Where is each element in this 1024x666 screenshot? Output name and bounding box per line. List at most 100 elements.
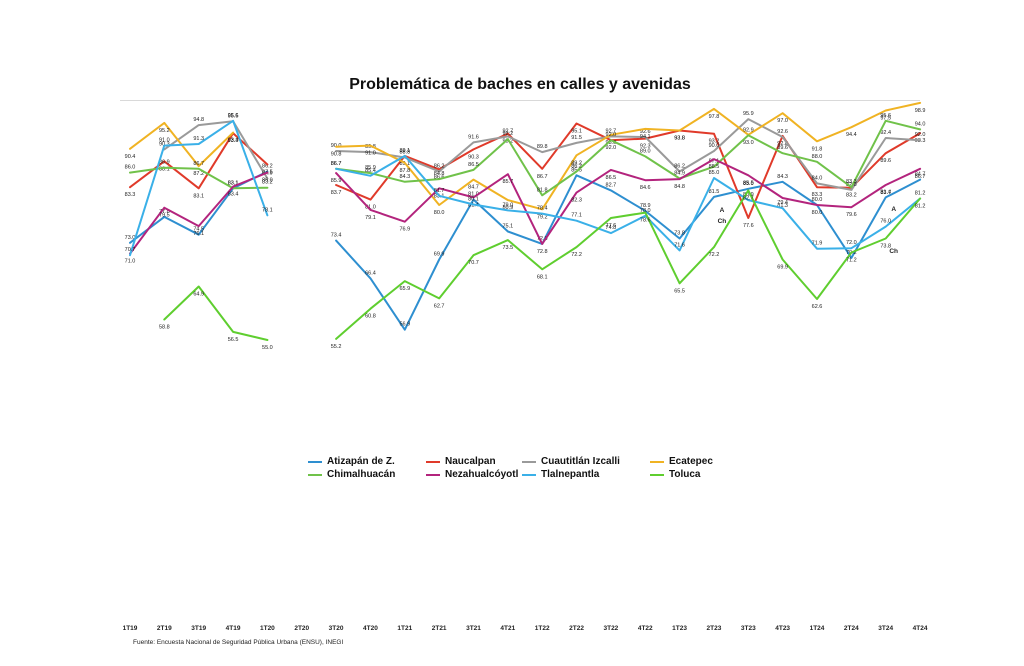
data-label: 83.7 (880, 190, 891, 196)
data-label: 92.3 (640, 144, 651, 150)
data-point (438, 170, 440, 173)
data-label: 86.7 (193, 161, 204, 167)
data-point (507, 209, 509, 211)
data-label: 84.7 (468, 185, 479, 191)
data-label: 92.7 (606, 128, 617, 134)
data-label: 85.9 (331, 178, 342, 184)
data-label: 83.2 (846, 193, 857, 199)
data-point (713, 246, 715, 248)
x-tick-label: 2T23 (707, 625, 722, 632)
data-label: 64.9 (193, 292, 204, 298)
data-label: 95.2 (159, 128, 170, 134)
data-point (507, 133, 509, 135)
legend-swatch (650, 473, 664, 476)
data-label: 85.9 (365, 165, 376, 171)
data-label: 79.2 (537, 214, 548, 220)
data-label: 80.9 (743, 192, 754, 198)
data-label: 62.6 (812, 304, 823, 310)
data-label: 55.0 (262, 345, 273, 351)
data-label: 85.4 (365, 168, 376, 174)
data-point (232, 120, 234, 122)
data-point (198, 285, 200, 288)
data-label: 68.1 (537, 274, 548, 280)
data-label: 75.1 (502, 223, 513, 229)
data-label: 76.0 (880, 219, 891, 225)
data-point (266, 339, 268, 341)
data-point (163, 216, 165, 218)
data-point (575, 246, 578, 248)
data-point (507, 173, 509, 175)
data-point (644, 179, 646, 181)
data-label: 82.7 (606, 182, 617, 188)
legend-label: Atizapán de Z. (327, 456, 395, 467)
data-point (610, 169, 612, 171)
x-tick-label: 1T20 (260, 625, 275, 632)
data-point (541, 151, 543, 153)
data-point (747, 188, 749, 190)
source-note: Fuente: Encuesta Nacional de Seguridad P… (133, 639, 344, 646)
data-label: 92.4 (880, 130, 891, 136)
data-point (266, 163, 268, 166)
series-line (129, 158, 922, 255)
data-point (335, 184, 337, 186)
data-point (919, 139, 921, 141)
data-label: 86.7 (331, 161, 342, 167)
data-point (438, 258, 440, 261)
data-label: 55.2 (331, 344, 342, 350)
x-tick-label: 4T19 (226, 625, 241, 632)
data-point (198, 124, 200, 126)
data-label: 87.1 (709, 159, 720, 165)
data-label: 92.6 (777, 129, 788, 135)
data-label: 93.8 (674, 135, 685, 141)
data-point (472, 169, 475, 171)
data-point (404, 221, 406, 223)
series-naucalpan: 83.388.183.193.387.583.781.089.186.690.3… (125, 122, 925, 229)
data-label: 73.0 (125, 235, 136, 241)
data-label: 98.9 (915, 108, 926, 114)
data-label: 86.0 (125, 165, 136, 171)
x-tick-label: 3T22 (603, 625, 618, 632)
legend-label: Chimalhuacán (327, 469, 396, 480)
legend-swatch (426, 473, 440, 476)
data-label: 85.7 (502, 179, 513, 185)
data-point (129, 242, 131, 244)
data-label: 86.9 (159, 160, 170, 166)
data-point (679, 282, 681, 284)
data-point (919, 132, 921, 134)
data-label: 82.3 (571, 198, 582, 204)
data-point (404, 329, 406, 331)
data-point (575, 122, 578, 125)
data-point (163, 145, 165, 147)
data-point (782, 207, 784, 209)
data-point (644, 215, 646, 217)
data-label: 93.3 (228, 138, 239, 144)
data-label: 91.0 (159, 138, 170, 144)
data-point (713, 150, 715, 152)
data-point (335, 240, 337, 242)
data-point (644, 210, 646, 212)
legend-swatch (522, 460, 536, 463)
data-label: 91.8 (812, 146, 823, 152)
data-point (438, 297, 440, 300)
data-point (816, 140, 818, 142)
data-label: 77.6 (743, 223, 754, 229)
x-tick-label: 2T21 (432, 625, 447, 632)
data-point (919, 168, 921, 170)
data-point (885, 109, 887, 112)
legend-swatch (650, 460, 664, 463)
data-point (198, 143, 200, 145)
data-point (507, 199, 509, 201)
data-label: 78.9 (640, 203, 651, 209)
data-label: 77.1 (571, 213, 582, 219)
data-label: 90.3 (468, 154, 479, 160)
data-label: 92.2 (502, 131, 513, 137)
data-point (850, 206, 852, 208)
annotation-label: Ch (718, 218, 727, 225)
data-point (850, 186, 852, 188)
data-point (782, 258, 784, 261)
x-tick-label: 4T21 (500, 625, 515, 632)
data-label: 79.4 (777, 200, 788, 206)
data-label: 81.7 (434, 188, 445, 194)
data-point (850, 251, 852, 254)
data-label: 73.4 (331, 233, 342, 239)
